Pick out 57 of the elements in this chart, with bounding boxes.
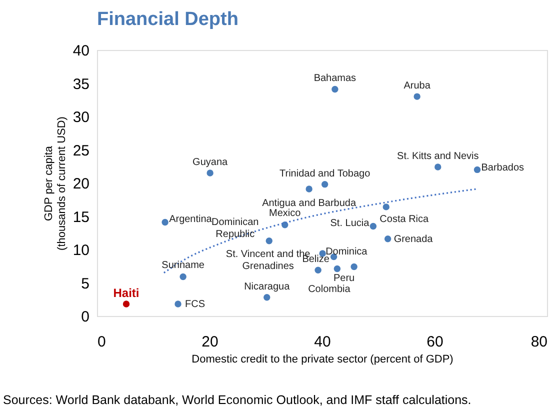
x-tick-label: 60	[426, 334, 444, 350]
annotation: Peru	[334, 272, 355, 284]
x-axis-title: Domestic credit to the private sector (percent of GDP)	[192, 354, 454, 366]
point	[174, 300, 182, 308]
y-tick-label: 15	[72, 208, 90, 226]
y-tick-label: 10	[72, 242, 90, 259]
point	[384, 236, 392, 242]
annotation: Argentina	[169, 214, 212, 226]
x-tick-label: 0	[98, 334, 106, 350]
point	[382, 204, 390, 210]
point	[350, 263, 358, 270]
point	[434, 164, 442, 170]
y-tick-label: 0	[81, 308, 90, 326]
point	[180, 273, 186, 280]
point	[306, 186, 312, 192]
point	[370, 222, 377, 230]
x-tick-label: 80	[530, 334, 548, 350]
annotation: Trinidad and Tobago	[280, 168, 371, 180]
annotation: FCS	[185, 299, 206, 310]
annotation: Barbados	[481, 162, 524, 174]
point	[334, 265, 341, 272]
source-note: Sources: World Bank databank, World Economic Outlook, and IMF staff calculations.	[3, 393, 472, 407]
annotation: Suriname	[162, 260, 205, 271]
annotation: St. Lucia	[330, 218, 370, 230]
series-label: Haiti	[113, 286, 140, 300]
annotation: Aruba	[404, 80, 431, 92]
annotation: Nicaragua	[244, 281, 290, 292]
point	[414, 93, 420, 100]
annotation: Antigua and Barbuda	[262, 198, 356, 209]
point	[332, 86, 338, 93]
y-tick-label: 30	[72, 109, 90, 126]
x-tick-label: 20	[202, 334, 218, 350]
chart-title: Financial Depth	[97, 9, 238, 30]
point	[122, 300, 130, 308]
annotation: Costa Rica	[380, 214, 430, 225]
annotation: Mexico	[269, 208, 302, 219]
annotation: St. Kitts and Nevis	[397, 151, 479, 162]
annotation: Guyana	[192, 157, 228, 168]
y-axis-title: GDP per capita (thousands of current USD)	[42, 116, 68, 250]
y-tick-label: 40	[72, 42, 90, 60]
x-tick-label: 40	[314, 334, 331, 350]
y-tick-label: 5	[81, 275, 90, 292]
point	[321, 180, 328, 188]
point	[162, 218, 168, 226]
y-tick-label: 25	[72, 142, 90, 160]
line-series	[163, 188, 478, 274]
point	[474, 166, 481, 174]
annotation: Bahamas	[314, 73, 356, 84]
point	[264, 294, 270, 301]
y-tick-label: 20	[72, 176, 90, 192]
point	[266, 238, 272, 244]
annotation: Dominica	[326, 246, 368, 258]
annotation: Grenada	[394, 234, 434, 245]
point	[206, 170, 214, 176]
point	[314, 266, 322, 274]
annotation: Colombia	[308, 284, 351, 295]
y-tick-label: 35	[72, 76, 90, 93]
